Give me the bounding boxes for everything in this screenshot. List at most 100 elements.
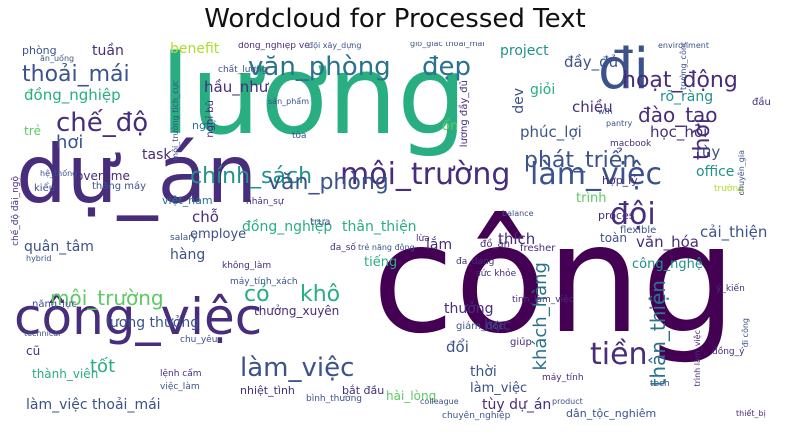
- word: chính_sách: [190, 164, 313, 189]
- word: đồng_nghiệp: [24, 86, 121, 104]
- word: công_nghệ: [632, 257, 703, 272]
- word: hoạt_động: [622, 68, 738, 93]
- word: office: [696, 164, 735, 180]
- word: benefit: [170, 42, 220, 57]
- word: macbook: [610, 139, 652, 149]
- word: môi_trường: [340, 157, 511, 192]
- word: bình_thường: [306, 394, 362, 404]
- word: sức khỏe: [476, 269, 517, 279]
- word: colleague: [420, 397, 459, 406]
- word: environment: [658, 42, 709, 50]
- word: công_việc: [14, 288, 263, 346]
- word: overtime: [76, 169, 130, 183]
- word: tech: [650, 379, 670, 389]
- word: thưởng_xuyên: [254, 304, 340, 318]
- word: toàn: [600, 231, 628, 245]
- word: trình làm_việc: [693, 330, 702, 387]
- word: đồng_ý: [712, 347, 745, 357]
- word: đi: [598, 42, 650, 102]
- word: ổn: [442, 119, 459, 134]
- word: salary: [170, 233, 198, 243]
- word: giám_đốc: [456, 321, 504, 332]
- word: văn_phòng: [248, 52, 391, 82]
- word: cỏ: [244, 282, 270, 307]
- word: khách_hàng: [530, 262, 551, 371]
- word: tiền: [590, 337, 648, 372]
- word: trường_công: [679, 42, 688, 90]
- word: dev: [511, 88, 527, 114]
- word: trường: [714, 184, 744, 194]
- word: đồng_nghiệp: [242, 219, 333, 235]
- word: thăng máy: [92, 181, 147, 192]
- word: thoải_mái: [22, 62, 130, 87]
- word: nghỉ: [192, 119, 216, 132]
- word: trưa: [310, 217, 331, 228]
- word: máy_tính_xách: [230, 277, 298, 287]
- word: wfh: [598, 107, 613, 116]
- word: chu_yêu: [180, 335, 218, 345]
- word: việc_làm: [160, 382, 200, 392]
- word: lương đầy_đủ: [459, 80, 470, 148]
- word: trẻ: [24, 124, 42, 138]
- word: năng_lực: [32, 299, 77, 310]
- word: tốt: [90, 356, 116, 377]
- word: giỏi: [530, 82, 556, 98]
- word: lương thưởng: [106, 315, 200, 331]
- word: sản_phẩm: [268, 97, 309, 106]
- word: quân_tâm: [24, 239, 94, 255]
- word: ý_kiến: [716, 284, 745, 294]
- word: rõ_ràng: [660, 89, 714, 105]
- word: đa_số: [330, 243, 356, 253]
- word: làm_việc: [470, 381, 528, 396]
- word: hài_lòng: [386, 389, 437, 403]
- word: lệnh cấm: [160, 369, 202, 379]
- word: hơi: [56, 132, 84, 153]
- word: nhiệt_tình: [240, 384, 295, 397]
- word: bắt đầu: [342, 384, 385, 397]
- word: chuyên_nghiệp: [442, 411, 511, 421]
- word: chế_độ đãi_ngộ: [11, 176, 21, 246]
- word: proces: [598, 209, 635, 222]
- word: việt_nam: [162, 194, 213, 207]
- word: chế_độ: [56, 108, 149, 138]
- word: tùy dự_án: [482, 397, 552, 413]
- word: hệ_thống: [40, 169, 78, 178]
- word: thiết_bị: [736, 409, 766, 418]
- word: pantry: [606, 119, 633, 128]
- word: đào_tạo: [638, 103, 718, 127]
- word: flexible: [620, 225, 657, 236]
- word: không_làm: [222, 261, 272, 271]
- word: phòng: [22, 44, 57, 57]
- word: làm_việc: [530, 157, 662, 192]
- word: hầu_như: [204, 78, 269, 96]
- word: hybrid: [26, 254, 52, 263]
- word: fresher: [520, 243, 556, 254]
- word: phúc_lợi: [520, 123, 582, 141]
- word: tuần: [92, 43, 124, 59]
- word: giúp: [510, 337, 532, 348]
- word: hàng: [170, 247, 206, 263]
- word: thời: [690, 118, 715, 161]
- word: product: [552, 397, 583, 406]
- wordcloud: lương dự_án công công_việc đi môi_trường làm_v…: [10, 42, 780, 430]
- word: chất_lượng: [218, 65, 268, 75]
- word: đẹp: [422, 52, 472, 82]
- word: văn_hóa: [636, 233, 699, 251]
- word: văn_phòng: [268, 170, 389, 195]
- word: ăn_uống: [40, 54, 75, 63]
- word: tiếng: [364, 255, 398, 270]
- word: khô: [300, 282, 341, 307]
- word: chuyên_gia: [737, 150, 746, 196]
- word: công: [372, 193, 737, 367]
- word: trình: [576, 191, 607, 206]
- word: máy_tính: [542, 373, 584, 383]
- word: chỗ: [192, 208, 219, 226]
- word: employe: [190, 227, 247, 242]
- word: học: [484, 316, 511, 334]
- word: project: [500, 43, 549, 59]
- word: đi công: [741, 318, 750, 348]
- word: làm_việc thoải_mái: [26, 397, 161, 413]
- word: dân_tộc_nghiêm: [566, 407, 657, 420]
- word: môi_trường tích_cực: [171, 80, 180, 161]
- word: tùy: [696, 143, 721, 161]
